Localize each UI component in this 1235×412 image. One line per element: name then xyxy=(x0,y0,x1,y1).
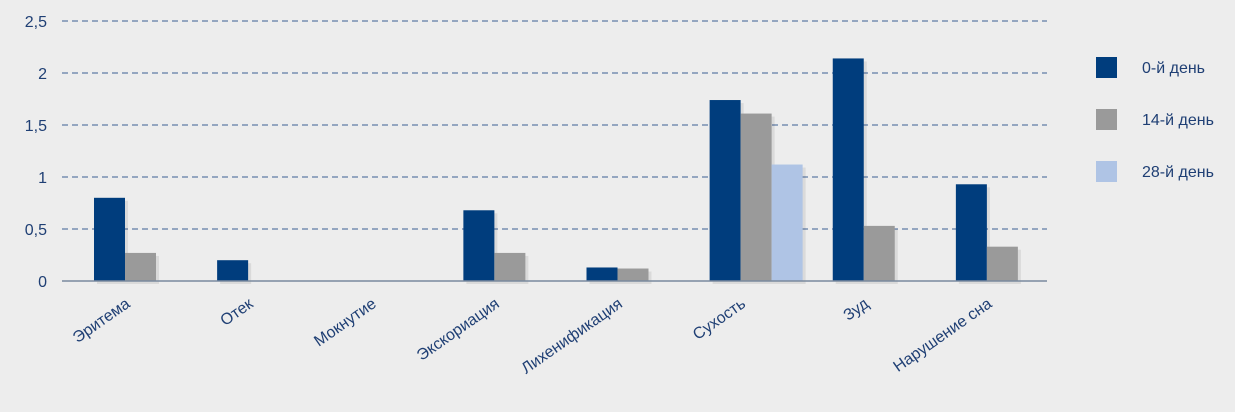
bar xyxy=(94,197,125,281)
legend-swatch xyxy=(1096,161,1117,182)
bar xyxy=(740,113,772,281)
category-label: Экскориация xyxy=(414,295,503,364)
category-label: Сухость xyxy=(690,295,749,343)
gridlines xyxy=(62,20,1047,230)
y-tick-label: 1 xyxy=(38,170,47,187)
bar xyxy=(709,100,741,281)
y-tick-label: 0,5 xyxy=(25,222,47,239)
bar xyxy=(771,164,803,281)
legend: 0-й день 14-й день 28-й день xyxy=(1096,57,1214,182)
y-axis-ticks: 0 0,5 1 1,5 2 2,5 xyxy=(25,14,47,291)
category-labels: Эритема Отек Мокнутие Экскориация Лихенифика… xyxy=(70,295,995,378)
bar xyxy=(463,210,495,281)
y-tick-label: 0 xyxy=(38,274,47,291)
y-tick-label: 2 xyxy=(38,66,47,83)
bar xyxy=(832,58,864,281)
y-tick-label: 2,5 xyxy=(25,14,47,31)
bar xyxy=(125,252,156,281)
category-label: Зуд xyxy=(841,295,873,324)
legend-label: 28-й день xyxy=(1142,164,1214,181)
legend-label: 0-й день xyxy=(1142,60,1205,77)
bar xyxy=(617,268,649,281)
bar xyxy=(955,184,987,281)
bar xyxy=(494,252,526,281)
bars xyxy=(94,58,1021,284)
legend-swatch xyxy=(1096,109,1117,130)
category-label: Лихенификация xyxy=(519,295,626,377)
legend-label: 14-й день xyxy=(1142,112,1214,129)
bar xyxy=(863,225,895,281)
category-label: Отек xyxy=(218,295,258,330)
bar xyxy=(986,246,1018,281)
category-label: Эритема xyxy=(70,295,133,346)
bar xyxy=(217,260,249,281)
category-label: Нарушение сна xyxy=(891,295,996,375)
category-label: Мокнутие xyxy=(311,295,379,350)
legend-swatch xyxy=(1096,57,1117,78)
y-tick-label: 1,5 xyxy=(25,118,47,135)
bar xyxy=(586,267,618,281)
